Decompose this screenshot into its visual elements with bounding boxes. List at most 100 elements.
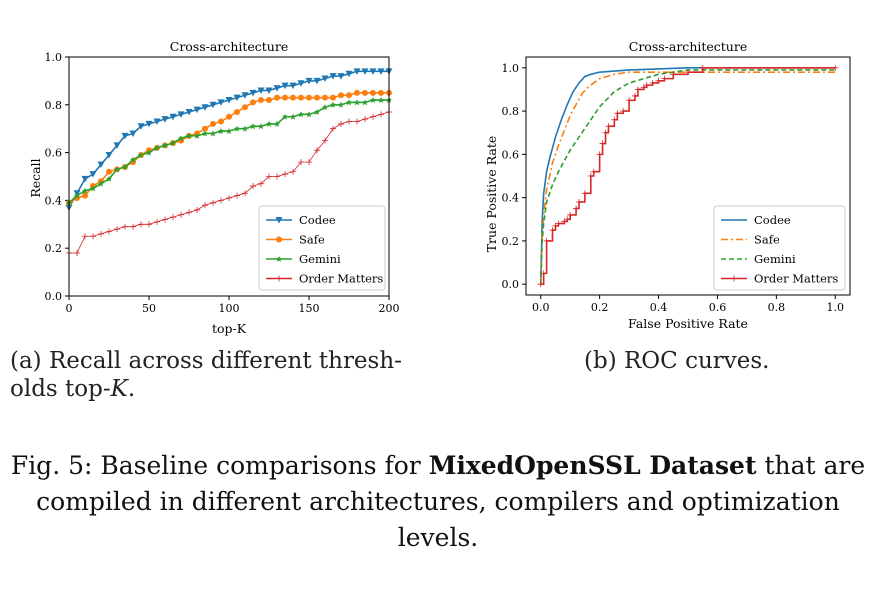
point-codee xyxy=(273,85,281,92)
point-order-matters xyxy=(186,209,192,216)
legend-marker-order-matters xyxy=(276,275,282,282)
x-tick-label: 1.0 xyxy=(827,301,845,314)
x-tick-label: 50 xyxy=(142,302,156,315)
point-order-matters xyxy=(599,140,606,147)
chart-b-legend: Codee Safe Gemini Order Matters xyxy=(713,205,846,291)
point-gemini xyxy=(346,99,352,106)
point-gemini xyxy=(90,185,96,192)
figure-caption-prefix: Fig. 5: xyxy=(10,451,93,480)
point-order-matters xyxy=(567,211,574,218)
legend-label-codee: Codee xyxy=(299,213,336,227)
legend-label-gemini: Gemini xyxy=(754,252,796,266)
point-codee xyxy=(369,68,377,75)
point-order-matters xyxy=(540,270,547,277)
x-tick-label: 150 xyxy=(299,302,320,315)
point-gemini xyxy=(130,156,136,163)
point-order-matters xyxy=(555,220,562,227)
point-codee xyxy=(113,142,121,149)
point-codee xyxy=(137,123,145,130)
point-order-matters xyxy=(322,137,328,144)
point-gemini xyxy=(258,123,264,130)
point-gemini xyxy=(106,175,112,182)
point-codee xyxy=(193,106,201,114)
point-safe xyxy=(250,99,256,106)
point-codee xyxy=(105,151,113,159)
point-safe xyxy=(218,118,224,125)
point-codee xyxy=(241,92,249,99)
point-codee xyxy=(89,171,97,178)
point-order-matters xyxy=(573,205,580,212)
subcaption-a: (a) Recall across different thresh-olds … xyxy=(10,347,432,403)
point-codee xyxy=(177,111,185,118)
point-order-matters xyxy=(242,190,248,197)
point-order-matters xyxy=(298,159,304,166)
series-line-gemini xyxy=(539,69,836,285)
point-order-matters xyxy=(210,199,216,206)
point-gemini xyxy=(362,99,368,106)
point-order-matters xyxy=(170,214,176,221)
point-codee xyxy=(353,68,361,75)
point-gemini xyxy=(82,187,88,194)
point-order-matters xyxy=(626,97,633,104)
point-order-matters xyxy=(154,218,160,225)
point-safe xyxy=(314,94,320,101)
subcaption-a-label: (a) xyxy=(10,348,42,374)
x-tick-label: 0 xyxy=(66,302,73,315)
point-order-matters xyxy=(306,159,312,166)
point-order-matters xyxy=(596,151,603,158)
x-tick-label: 100 xyxy=(219,302,240,315)
chart-a-title: Cross-architecture xyxy=(170,39,288,54)
subcaption-b: (b) ROC curves. xyxy=(584,347,769,375)
x-tick-label: 0.4 xyxy=(650,301,668,314)
chart-b-xlabel: False Positive Rate xyxy=(628,316,748,331)
point-gemini xyxy=(202,130,208,137)
point-order-matters xyxy=(590,168,597,175)
point-safe xyxy=(282,94,288,101)
point-order-matters xyxy=(605,123,612,130)
point-safe xyxy=(202,125,208,132)
point-order-matters xyxy=(106,228,112,235)
point-codee xyxy=(305,77,313,85)
point-gemini xyxy=(170,140,176,147)
point-order-matters xyxy=(114,226,120,233)
point-order-matters xyxy=(330,125,336,132)
point-safe xyxy=(330,94,336,101)
point-safe xyxy=(82,192,88,199)
x-tick-label: 0.6 xyxy=(709,301,727,314)
y-tick-label: 0.8 xyxy=(45,99,63,112)
point-codee xyxy=(201,104,209,111)
point-order-matters xyxy=(162,216,168,223)
point-codee xyxy=(313,77,321,85)
point-order-matters xyxy=(643,82,650,89)
point-safe xyxy=(258,97,264,104)
point-gemini xyxy=(154,144,160,151)
point-codee xyxy=(257,87,265,94)
point-order-matters xyxy=(274,173,280,180)
point-order-matters xyxy=(631,92,638,99)
legend-label-order-matters: Order Matters xyxy=(299,272,383,286)
point-gemini xyxy=(146,149,152,156)
point-gemini xyxy=(322,104,328,111)
legend-marker-codee xyxy=(275,217,283,224)
point-codee xyxy=(161,116,169,123)
legend-marker-safe xyxy=(276,236,282,243)
chart-a-ylabel: Recall xyxy=(28,158,43,197)
series-line-codee xyxy=(68,70,389,208)
point-order-matters xyxy=(258,180,264,187)
point-order-matters xyxy=(218,197,224,204)
chart-b-ylabel: True Positive Rate xyxy=(484,136,499,253)
y-tick-label: 0.2 xyxy=(502,235,520,248)
point-gemini xyxy=(354,99,360,106)
point-gemini xyxy=(98,180,104,187)
point-safe xyxy=(266,97,272,104)
legend-marker-gemini xyxy=(276,256,282,262)
point-safe xyxy=(370,89,376,96)
point-safe xyxy=(378,89,384,96)
point-order-matters xyxy=(130,223,136,230)
point-order-matters xyxy=(178,211,184,218)
point-order-matters xyxy=(234,192,240,199)
point-gemini xyxy=(266,120,272,127)
point-gemini xyxy=(378,97,384,104)
point-gemini xyxy=(282,113,288,120)
point-order-matters xyxy=(699,64,706,71)
